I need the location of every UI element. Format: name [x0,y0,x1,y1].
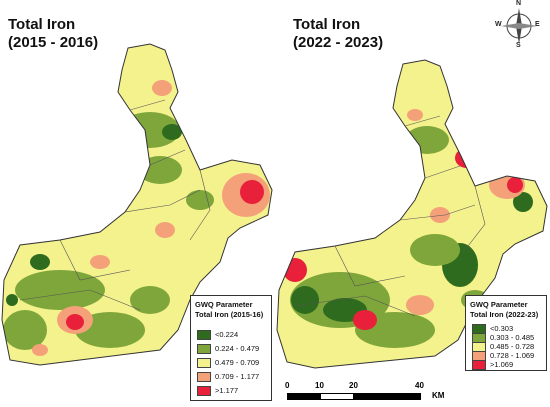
legend-label: 0.479 - 0.709 [215,358,260,367]
legend-label: 0.224 - 0.479 [215,344,260,353]
scale-segment [353,393,421,400]
scale-tick-10: 10 [315,381,324,390]
compass-w: W [495,21,502,28]
scale-tick-20: 20 [349,381,358,390]
legend-label: <0.303 [490,324,514,333]
legend-heading: GWQ Parameter [470,300,528,309]
legend-swatch [472,360,486,370]
legend-swatch [197,344,211,354]
scale-tick-40: 40 [415,381,424,390]
legend-subheading: Total Iron (2022-23) [470,310,539,319]
scale-unit: KM [432,391,445,400]
scale-segment [287,393,321,400]
scale-bar: 0 10 20 40 KM [285,375,527,405]
legend-label: >1.177 [215,386,239,395]
legend-item: 0.224 - 0.479 [197,344,271,354]
compass-n: N [516,0,522,7]
legend-item: <0.224 [197,330,271,340]
map-panel-2015: Total Iron (2015 - 2016) GWQ Parameter T… [1,16,273,401]
compass-s: S [516,42,521,49]
map-title-line2: (2015 - 2016) [8,34,99,51]
legend-heading: GWQ Parameter [195,300,253,309]
legend-label: >1.069 [490,360,514,369]
legend-swatch [197,358,211,368]
legend-2015: GWQ Parameter Total Iron (2015-16) <0.22… [190,295,272,401]
legend-label: <0.224 [215,330,239,339]
legend-swatch [197,372,211,382]
scale-segment [320,393,354,400]
legend-item: >1.069 [472,360,546,370]
scale-tick-0: 0 [285,381,290,390]
legend-swatch [197,330,211,340]
legend-subheading: Total Iron (2015-16) [195,310,264,319]
compass-e: E [535,21,540,28]
legend-label: 0.485 - 0.728 [490,342,535,351]
legend-label: 0.728 - 1.069 [490,351,535,360]
map-panel-2022: Total Iron (2022 - 2023) N S E W GWQ Par… [275,0,550,407]
legend-2022: GWQ Parameter Total Iron (2022-23) <0.30… [465,295,547,371]
legend-item: >1.177 [197,386,271,396]
legend-label: 0.709 - 1.177 [215,372,260,381]
legend-item: 0.479 - 0.709 [197,358,271,368]
iron-map-2015 [1,43,273,366]
map-title-line1: Total Iron [293,16,361,33]
map-title-2022: Total Iron (2022 - 2023) [293,16,383,52]
compass-icon [501,8,537,44]
map-title-line1: Total Iron [8,16,76,33]
map-title-2015: Total Iron (2015 - 2016) [8,16,98,52]
map-title-line2: (2022 - 2023) [293,34,384,51]
legend-item: 0.709 - 1.177 [197,372,271,382]
legend-label: 0.303 - 0.485 [490,333,535,342]
compass-rose: N S E W [495,0,541,49]
legend-swatch [197,386,211,396]
